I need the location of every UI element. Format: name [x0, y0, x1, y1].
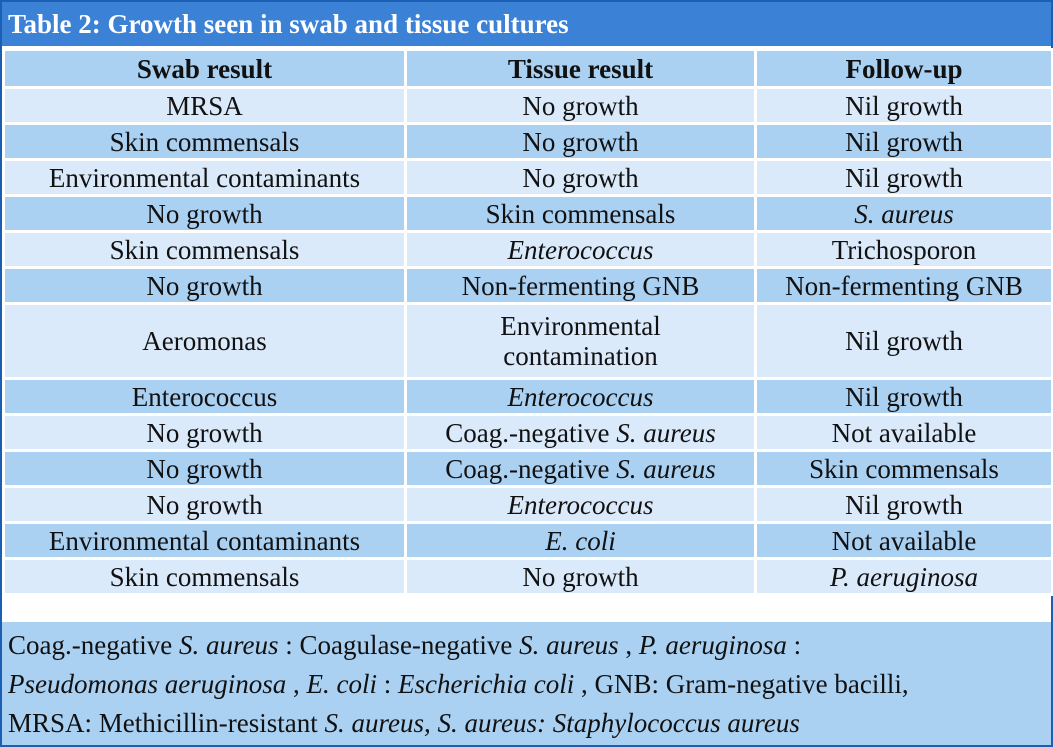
table-cell: Coag.-negative S. aureus [404, 413, 757, 452]
table-cell: Trichosporon [754, 230, 1053, 269]
table-row: No growth Skin commensals S. aureus [2, 194, 1053, 233]
column-header: Tissue result [404, 48, 757, 89]
table-cell: Skin commensals [2, 230, 407, 269]
table-row: No growth Non-fermenting GNB Non-ferment… [2, 266, 1053, 305]
table-cell: S. aureus [754, 194, 1053, 233]
table-cell: Not available [754, 413, 1053, 452]
table-cell: Environmental contaminants [2, 158, 407, 197]
cell-text-italic: S. aureus [616, 453, 716, 484]
table-row: Aeromonas Environmental contamination Ni… [2, 302, 1053, 380]
table-cell: Nil growth [754, 158, 1053, 197]
table-cell: Aeromonas [2, 302, 407, 380]
footnote-text: MRSA: Methicillin-resistant [8, 708, 325, 738]
footnote-italic: Pseudomonas aeruginosa [8, 669, 287, 699]
footnote-italic: S. aureus [519, 630, 619, 660]
table-row: Environmental contaminants E. coli Not a… [2, 521, 1053, 560]
footnote-text: : [786, 630, 802, 660]
footnote-italic: E. coli [306, 669, 377, 699]
table-cell: Nil growth [754, 302, 1053, 380]
table-cell: No growth [404, 86, 757, 125]
table-title: Table 2: Growth seen in swab and tissue … [2, 2, 1051, 46]
table-cell: Coag.-negative S. aureus [404, 449, 757, 488]
table-cell: Environmental contaminants [2, 521, 407, 560]
table-cell: Nil growth [754, 377, 1053, 416]
table-cell: No growth [404, 122, 757, 161]
table-cell: No growth [2, 194, 407, 233]
table-footnote: Coag.-negative S. aureus : Coagulase-neg… [2, 622, 1051, 745]
table-cell: Not available [754, 521, 1053, 560]
table-row: Environmental contaminants No growth Nil… [2, 158, 1053, 197]
table-cell: Enterococcus [404, 485, 757, 524]
table-cell: No growth [2, 266, 407, 305]
table-cell: Nil growth [754, 485, 1053, 524]
table-row: Skin commensals Enterococcus Trichosporo… [2, 230, 1053, 269]
table-cell: No growth [2, 413, 407, 452]
table-cell: Skin commensals [2, 122, 407, 161]
footnote-italic: P. aeruginosa [638, 630, 787, 660]
table-cell: No growth [404, 557, 757, 596]
table-cell: No growth [404, 158, 757, 197]
table-cell: No growth [2, 485, 407, 524]
table-row: No growth Coag.-negative S. aureus Not a… [2, 413, 1053, 452]
table-cell: Skin commensals [2, 557, 407, 596]
header-row: Swab result Tissue result Follow-up [2, 48, 1053, 89]
cell-text: Coag.-negative [445, 453, 610, 484]
footnote-text: Coag.-negative [8, 630, 179, 660]
table-row: Skin commensals No growth P. aeruginosa [2, 557, 1053, 596]
table-cell: P. aeruginosa [754, 557, 1053, 596]
footnote-text: , GNB: Gram-negative bacilli, [574, 669, 909, 699]
footnote-italic: S. aureus, S. aureus: Staphylococcus aur… [324, 708, 800, 738]
table-row: Skin commensals No growth Nil growth [2, 122, 1053, 161]
footnote-text: , [286, 669, 307, 699]
cell-text-italic: S. aureus [616, 417, 716, 448]
table-cell: Non-fermenting GNB [404, 266, 757, 305]
culture-table: Swab result Tissue result Follow-up MRSA… [2, 48, 1053, 596]
footnote-italic: Escherichia coli [398, 669, 575, 699]
table-cell: Non-fermenting GNB [754, 266, 1053, 305]
column-header: Swab result [2, 48, 407, 89]
column-header: Follow-up [754, 48, 1053, 89]
footnote-text: : [376, 669, 398, 699]
cell-text: Coag.-negative [445, 417, 610, 448]
table-cell: Enterococcus [2, 377, 407, 416]
table-cell: Enterococcus [404, 230, 757, 269]
table-cell: E. coli [404, 521, 757, 560]
table-cell: Skin commensals [754, 449, 1053, 488]
table-row: No growth Enterococcus Nil growth [2, 485, 1053, 524]
table-cell: Nil growth [754, 86, 1053, 125]
table-cell: Enterococcus [404, 377, 757, 416]
footnote-text: , [618, 630, 639, 660]
table-row: Enterococcus Enterococcus Nil growth [2, 377, 1053, 416]
table-row: No growth Coag.-negative S. aureus Skin … [2, 449, 1053, 488]
table-cell: Environmental contamination [404, 302, 757, 380]
footnote-italic: S. aureus [178, 630, 279, 660]
cell-line: Environmental [500, 311, 661, 341]
cell-line: contamination [503, 341, 658, 371]
table-cell: Nil growth [754, 122, 1053, 161]
footnote-text: : Coagulase-negative [278, 630, 520, 660]
table-cell: No growth [2, 449, 407, 488]
table-cell: MRSA [2, 86, 407, 125]
table-cell: Skin commensals [404, 194, 757, 233]
table-row: MRSA No growth Nil growth [2, 86, 1053, 125]
